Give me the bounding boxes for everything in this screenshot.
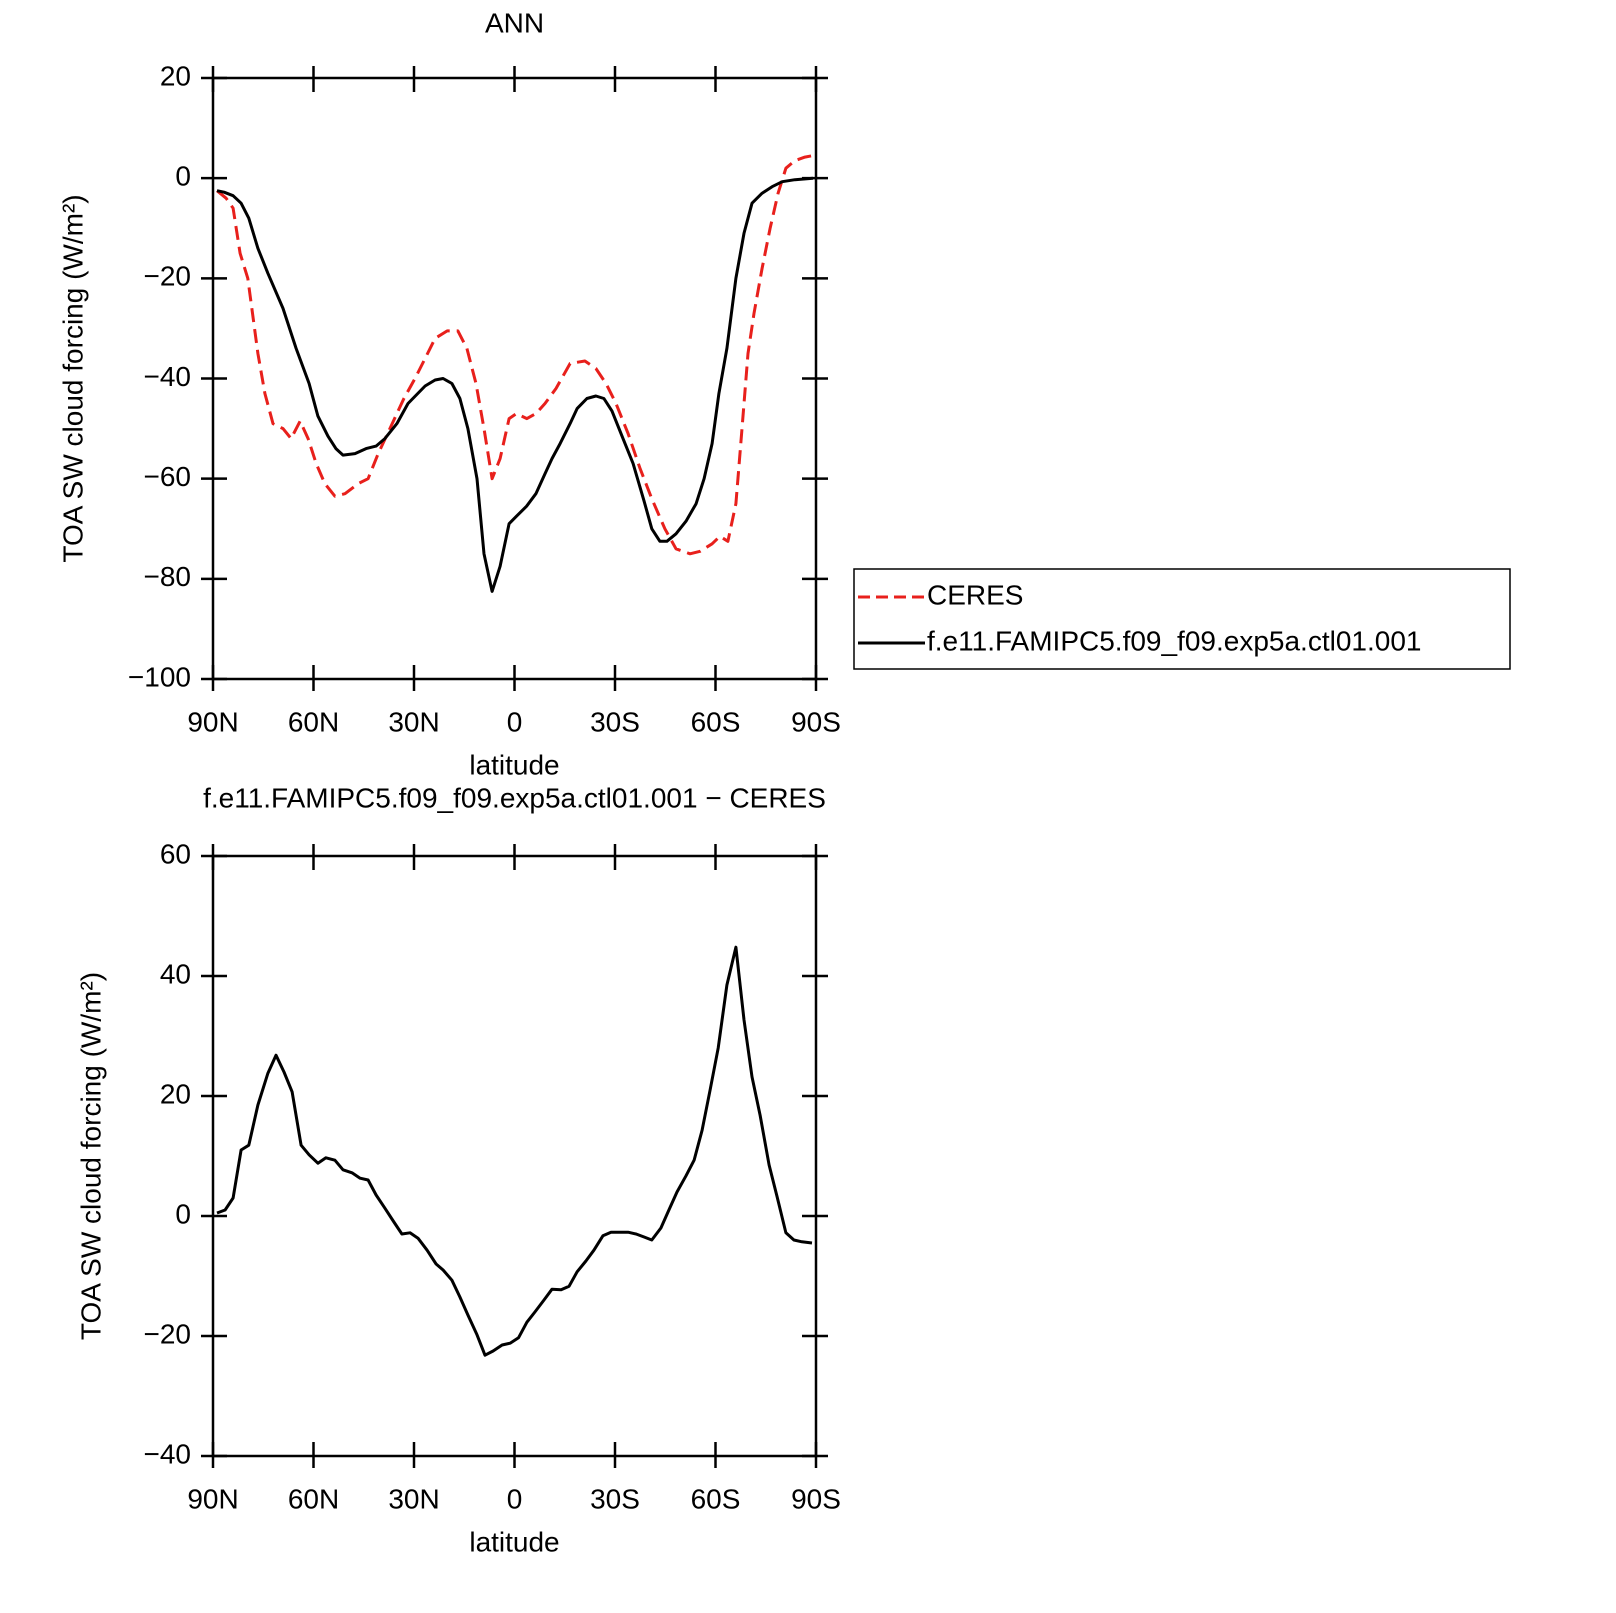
x-tick-label: 30S [590,1483,640,1514]
y-tick-label: 20 [160,60,191,91]
chart-title: ANN [485,7,544,38]
legend-label: f.e11.FAMIPC5.f09_f09.exp5a.ctl01.001 [927,625,1421,656]
y-tick-label: −20 [144,1318,192,1349]
x-tick-label: 0 [507,1483,523,1514]
x-tick-label: 30N [388,706,439,737]
x-tick-label: 90S [791,1483,841,1514]
x-tick-label: 60S [691,1483,741,1514]
y-tick-label: 40 [160,958,191,989]
plot-frame [211,76,818,681]
x-axis-label: latitude [469,1526,559,1557]
y-tick-label: −20 [144,261,192,292]
x-tick-label: 90N [187,1483,238,1514]
y-tick-label: 0 [175,1198,191,1229]
x-tick-label: 60S [691,706,741,737]
legend-label: CERES [927,579,1023,610]
x-tick-label: 60N [288,1483,339,1514]
x-tick-label: 0 [507,706,523,737]
y-tick-label: −40 [144,1438,192,1469]
y-tick-label: −80 [144,561,192,592]
y-tick-label: 60 [160,838,191,869]
x-tick-label: 30S [590,706,640,737]
data-line [216,945,813,1357]
x-tick-label: 30N [388,1483,439,1514]
x-axis-label: latitude [469,749,559,780]
y-axis-label: TOA SW cloud forcing (W/m²) [75,972,106,1340]
y-tick-label: −40 [144,361,192,392]
y-tick-label: 20 [160,1078,191,1109]
y-tick-label: −60 [144,461,192,492]
data-line [216,154,814,556]
x-tick-label: 90S [791,706,841,737]
x-tick-label: 90N [187,706,238,737]
data-line [216,176,814,593]
y-tick-label: −100 [128,661,191,692]
x-tick-label: 60N [288,706,339,737]
chart-title: f.e11.FAMIPC5.f09_f09.exp5a.ctl01.001 − … [203,782,826,813]
legend-box [853,568,1511,670]
plot-frame [211,854,818,1458]
y-tick-label: 0 [175,161,191,192]
y-axis-label: TOA SW cloud forcing (W/m²) [57,194,88,562]
